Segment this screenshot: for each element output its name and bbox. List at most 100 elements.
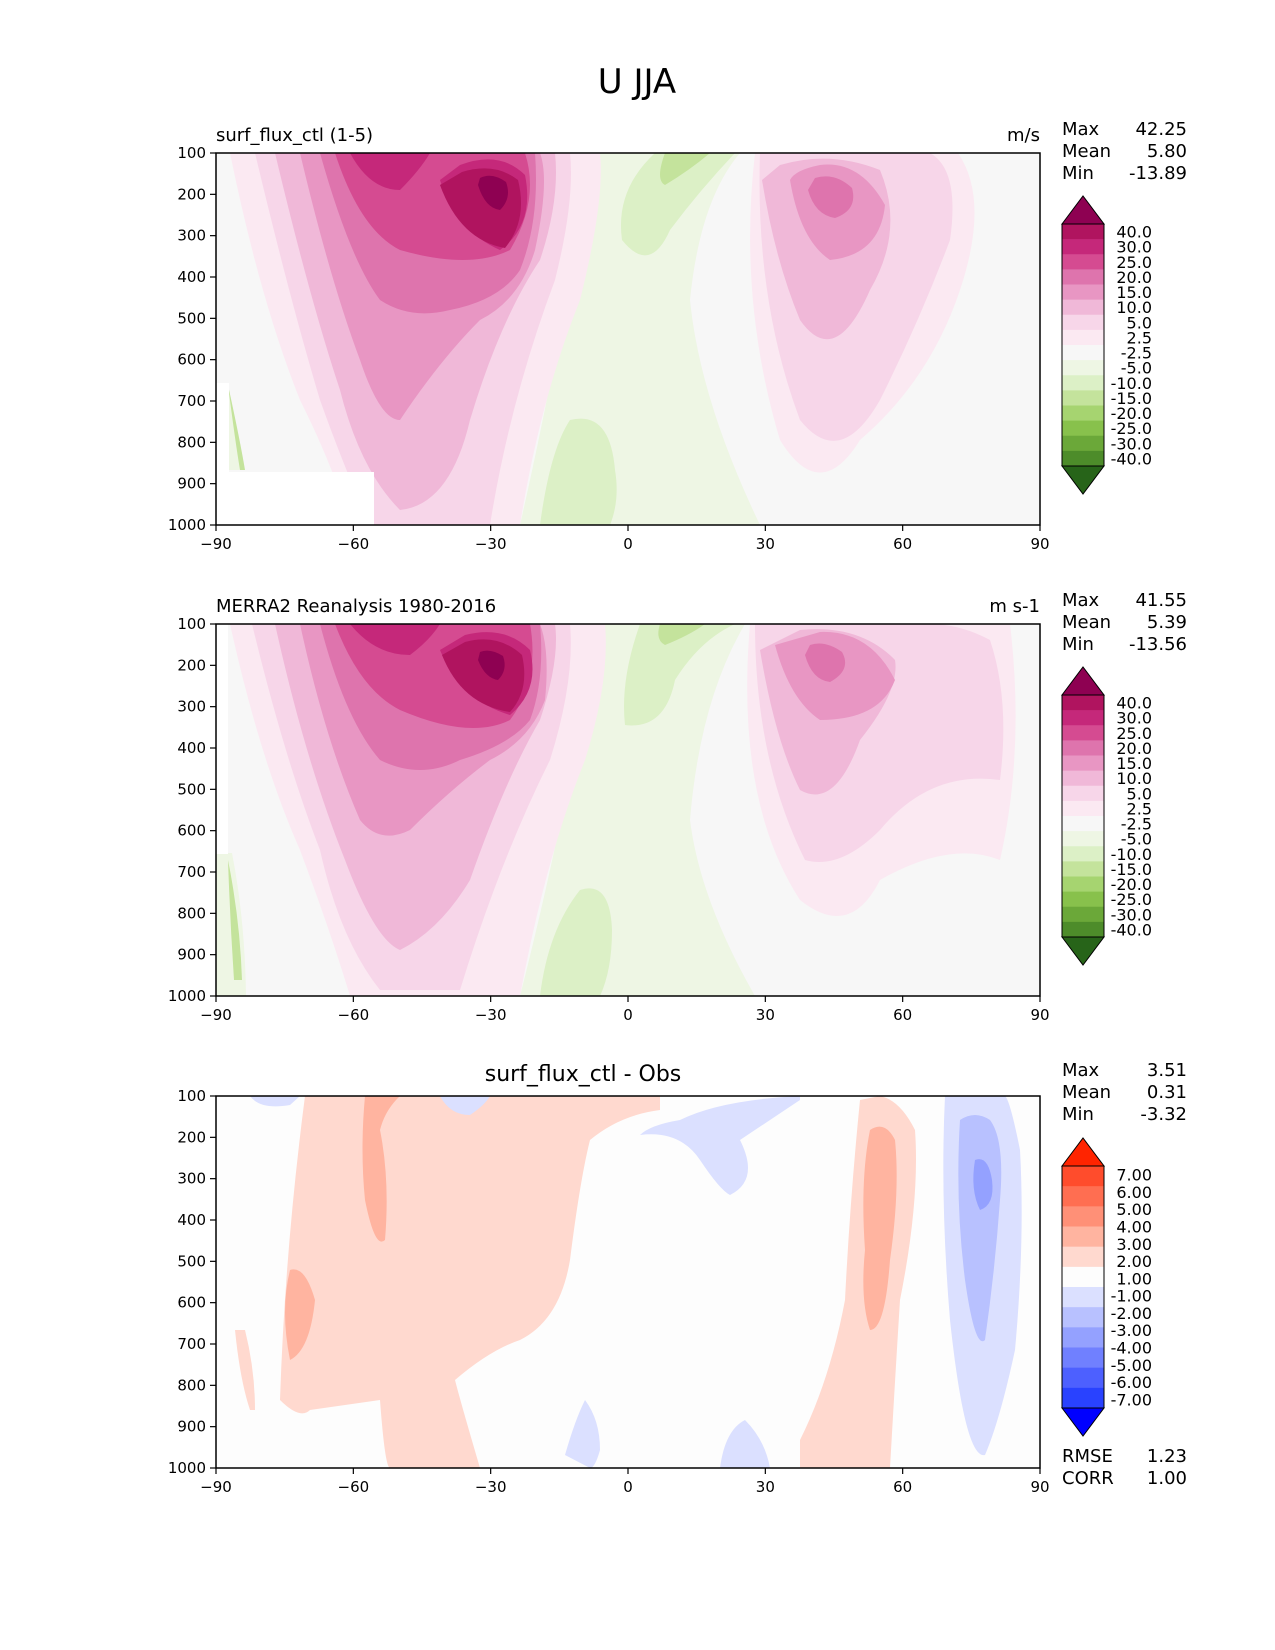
stat-value: 1.00	[1147, 1468, 1187, 1489]
y-tick-label: 1000	[168, 987, 206, 1005]
colorbar-swatch	[1062, 254, 1104, 270]
colorbar-frame	[1061, 694, 1105, 938]
stat-label: Mean	[1062, 1082, 1111, 1103]
topography-mask	[216, 624, 228, 854]
colorbar-label: -5.0	[1121, 830, 1152, 849]
y-tick-label: 500	[177, 1252, 206, 1270]
y-tick-label: 700	[177, 1335, 206, 1353]
contour-level	[565, 1400, 600, 1468]
colorbar-swatch	[1062, 450, 1104, 467]
contour-level	[660, 153, 710, 185]
colorbar-label: -15.0	[1111, 860, 1152, 879]
colorbar-label: -20.0	[1111, 404, 1152, 423]
contour-level	[235, 1330, 255, 1410]
stat-value: -13.56	[1129, 634, 1187, 655]
y-tick-label: 700	[177, 392, 206, 410]
y-tick-label: 600	[177, 351, 206, 369]
x-tick-label: −60	[338, 1006, 370, 1024]
contour-level	[720, 1420, 770, 1468]
panel-1-contours	[216, 153, 1040, 525]
stat-label: RMSE	[1062, 1446, 1113, 1467]
y-tick-label: 300	[177, 1170, 206, 1188]
panel-3: surf_flux_ctl - Obs −90 −60 −30 0 30 6	[168, 1060, 1187, 1496]
colorbar-label: -30.0	[1111, 434, 1152, 453]
colorbar-swatch	[1062, 891, 1104, 908]
colorbar-label: 3.00	[1116, 1235, 1152, 1254]
colorbar-label: 40.0	[1116, 223, 1152, 242]
colorbar-label: 20.0	[1116, 739, 1152, 758]
x-tick-label: 60	[893, 535, 912, 553]
x-tick-label: 0	[623, 1478, 633, 1496]
colorbar-swatch	[1062, 1186, 1104, 1207]
contour-level	[540, 418, 617, 525]
y-tick-label: 200	[177, 1128, 206, 1146]
colorbar-label: 2.5	[1127, 328, 1152, 347]
colorbar-label: 1.00	[1116, 1269, 1152, 1288]
y-tick-label: 500	[177, 309, 206, 327]
y-tick-label: 100	[177, 615, 206, 633]
colorbar-swatch	[1062, 314, 1104, 331]
y-tick-label: 800	[177, 433, 206, 451]
y-tick-label: 400	[177, 268, 206, 286]
contour-level	[478, 650, 505, 680]
panel-1-colorbar: 40.030.025.020.015.010.05.02.5-2.5-5.0-1…	[1061, 195, 1152, 495]
colorbar-label: -10.0	[1111, 374, 1152, 393]
colorbar-swatch	[1062, 921, 1104, 938]
stat-label: Mean	[1062, 141, 1111, 162]
x-tick-label: −30	[475, 535, 507, 553]
y-tick-label: 900	[177, 475, 206, 493]
colorbar-label: 30.0	[1116, 238, 1152, 257]
y-tick-label: 1000	[168, 1459, 206, 1477]
colorbar-label: -2.5	[1121, 815, 1152, 834]
colorbar-frame	[1061, 223, 1105, 467]
colorbar-label: 20.0	[1116, 268, 1152, 287]
contour-level	[442, 639, 525, 712]
colorbar-swatch	[1062, 1307, 1104, 1328]
panel-3-title: surf_flux_ctl - Obs	[485, 1062, 682, 1087]
colorbar-extend-min	[1061, 1407, 1105, 1437]
colorbar-frame	[1061, 1165, 1105, 1409]
colorbar-swatch	[1062, 1206, 1104, 1227]
contour-level	[540, 888, 612, 996]
y-tick-label: 100	[177, 144, 206, 162]
colorbar-label: -30.0	[1111, 905, 1152, 924]
x-tick-label: 90	[1030, 1478, 1049, 1496]
contour-level	[958, 1115, 1002, 1342]
stat-value: -3.32	[1140, 1104, 1187, 1125]
colorbar-swatch	[1062, 695, 1104, 711]
contour-level	[863, 1126, 897, 1330]
x-tick-label: −90	[200, 1006, 232, 1024]
stat-label: CORR	[1062, 1468, 1114, 1489]
colorbar-swatch	[1062, 710, 1104, 726]
y-tick-label: 1000	[168, 516, 206, 534]
x-tick-label: 90	[1030, 1006, 1049, 1024]
colorbar-swatch	[1062, 284, 1104, 301]
contour-level	[658, 624, 705, 645]
colorbar-label: -40.0	[1111, 920, 1152, 939]
stat-value: 41.55	[1135, 590, 1187, 611]
colorbar-swatch	[1062, 831, 1104, 847]
colorbar-swatch	[1062, 1327, 1104, 1348]
colorbar-extend-max	[1061, 195, 1105, 225]
colorbar-swatch	[1062, 405, 1104, 422]
topography-mask	[216, 383, 374, 525]
y-tick-label: 800	[177, 904, 206, 922]
colorbar-label: -5.00	[1111, 1356, 1152, 1375]
panel-2-title: MERRA2 Reanalysis 1980-2016	[216, 596, 496, 617]
contour-level	[624, 624, 735, 726]
y-tick-label: 300	[177, 227, 206, 245]
x-tick-label: 60	[893, 1006, 912, 1024]
panel-3-footer-stats: RMSE 1.23 CORR 1.00	[1062, 1446, 1187, 1489]
panel-2-colorbar: 40.030.025.020.015.010.05.02.5-2.5-5.0-1…	[1061, 666, 1152, 966]
colorbar-swatch	[1062, 1226, 1104, 1248]
colorbar-swatch	[1062, 770, 1104, 787]
colorbar-label: 4.00	[1116, 1218, 1152, 1237]
x-tick-label: 0	[623, 1006, 633, 1024]
colorbar-label: -5.0	[1121, 359, 1152, 378]
colorbar-label: -25.0	[1111, 419, 1152, 438]
y-tick-label: 600	[177, 822, 206, 840]
x-tick-label: 30	[756, 535, 775, 553]
colorbar-extend-min	[1061, 936, 1105, 966]
colorbar-label: -2.00	[1111, 1304, 1152, 1323]
